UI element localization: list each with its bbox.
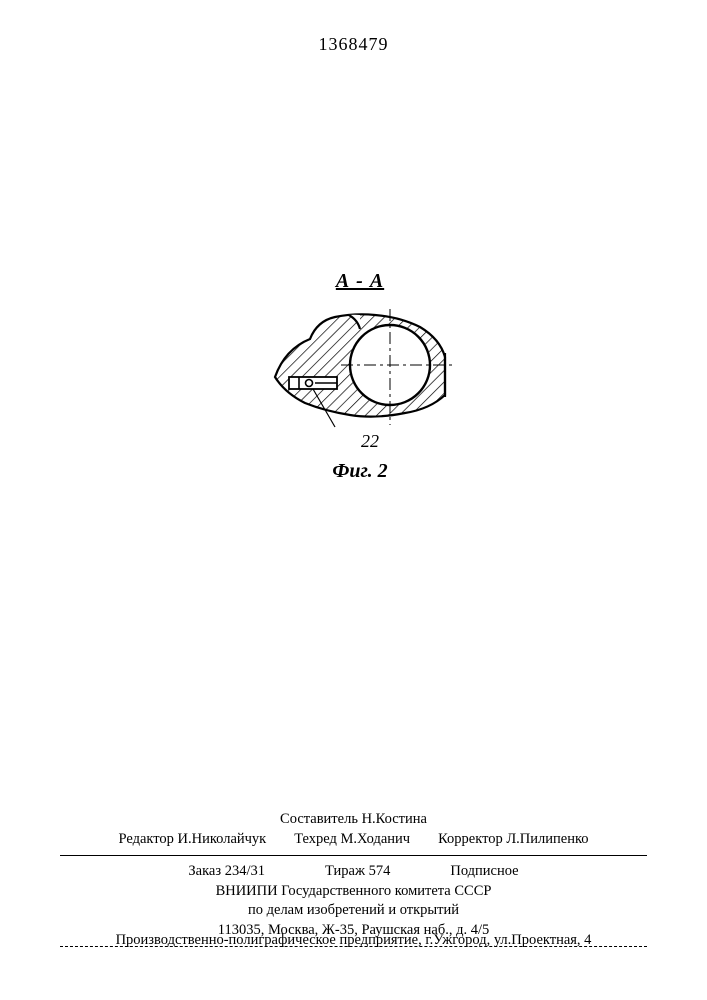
org-line-2: по делам изобретений и открытий [60, 901, 647, 921]
corrector: Корректор Л.Пилипенко [438, 830, 588, 850]
figure-caption: Фиг. 2 [230, 460, 490, 483]
figure-block: А - А [230, 270, 490, 483]
org-line-1: ВНИИПИ Государственного комитета СССР [60, 882, 647, 902]
editor: Редактор И.Николайчук [118, 830, 266, 850]
pin-reference-22 [289, 377, 337, 389]
credits-row: Редактор И.Николайчук Техред М.Ходанич К… [60, 830, 647, 850]
reference-number-22: 22 [230, 431, 490, 452]
section-label: А - А [230, 270, 490, 293]
compiler-label: Составитель [280, 811, 358, 827]
subscription: Подписное [450, 862, 518, 882]
techred: Техред М.Ходанич [294, 830, 410, 850]
patent-number: 1368479 [0, 34, 707, 55]
page: 1368479 А - А [0, 0, 707, 1000]
figure-drawing [255, 299, 465, 429]
compiler-name: Н.Костина [362, 811, 427, 827]
compiler-line: Составитель Н.Костина [60, 810, 647, 830]
order-row: Заказ 234/31 Тираж 574 Подписное [60, 862, 647, 882]
divider-1 [60, 855, 647, 856]
tirage: Тираж 574 [325, 862, 390, 882]
printer-line: Производственно-полиграфическое предприя… [60, 932, 647, 949]
order: Заказ 234/31 [188, 862, 265, 882]
